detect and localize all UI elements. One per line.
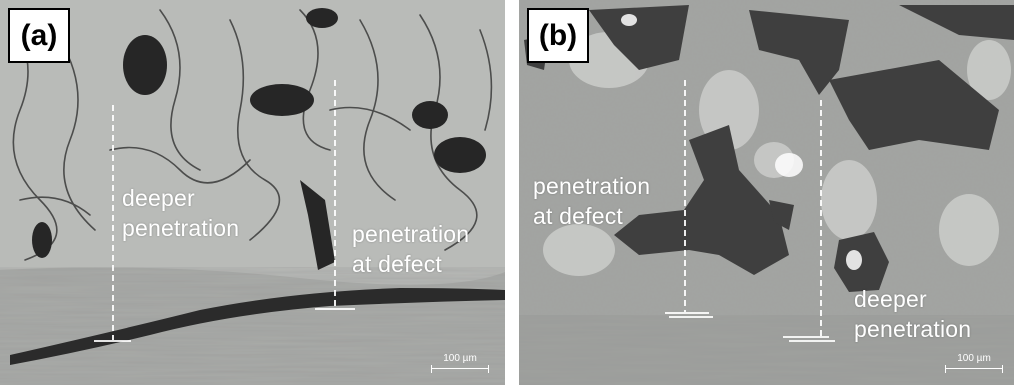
panel-label-b: (b) bbox=[527, 8, 589, 63]
scale-bar-a: 100 µm bbox=[431, 353, 489, 375]
scale-bar-b: 100 µm bbox=[945, 353, 1003, 375]
micrograph-image-a bbox=[0, 0, 505, 385]
micrograph-panel-b: (b) penetration at defect deeper penetra… bbox=[519, 0, 1014, 385]
scale-bar-line-b bbox=[945, 365, 1003, 373]
annotation-deeper-b: deeper bbox=[854, 286, 927, 312]
annotation-penetration-a: penetration bbox=[122, 215, 240, 241]
annotation-at-defect-b: at defect bbox=[533, 203, 624, 229]
scale-bar-label-a: 100 µm bbox=[443, 353, 477, 364]
annotation-at-defect-a: at defect bbox=[352, 251, 443, 277]
micrograph-image-b bbox=[519, 0, 1014, 385]
micrograph-panel-a: (a) deeper penetration penetration at de… bbox=[0, 0, 505, 385]
scale-bar-line-a bbox=[431, 365, 489, 373]
panel-label-a: (a) bbox=[8, 8, 70, 63]
scale-bar-label-b: 100 µm bbox=[957, 353, 991, 364]
annotation-penetration-deeper-b: penetration bbox=[854, 316, 972, 342]
annotation-penetration-b: penetration bbox=[533, 173, 651, 199]
annotation-deeper-a: deeper bbox=[122, 185, 195, 211]
annotation-penetration-defect-a: penetration bbox=[352, 221, 470, 247]
